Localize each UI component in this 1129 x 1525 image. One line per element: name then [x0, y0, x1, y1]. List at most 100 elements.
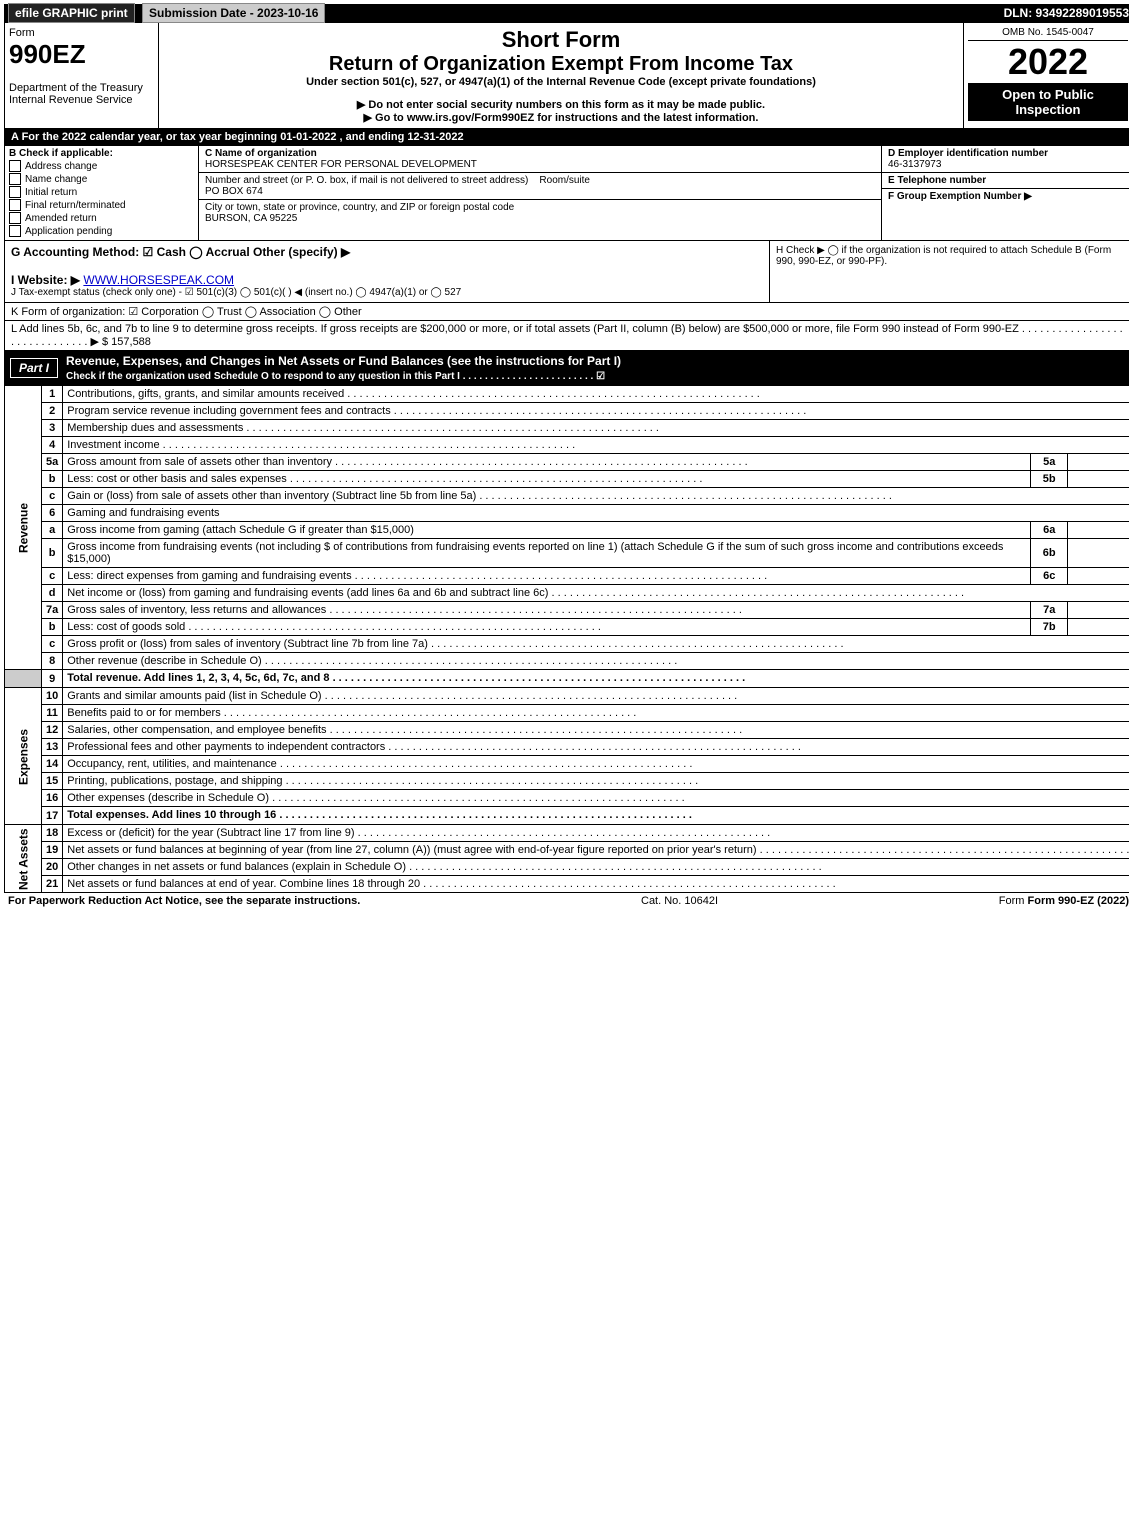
part1-title-box: Revenue, Expenses, and Changes in Net As…	[66, 354, 621, 382]
group-exempt-row: F Group Exemption Number ▶	[882, 189, 1129, 204]
netassets-label: Net Assets	[5, 825, 42, 893]
expenses-label: Expenses	[5, 688, 42, 825]
cb-final-return[interactable]: Final return/terminated	[9, 199, 194, 211]
line-6d: d Net income or (loss) from gaming and f…	[5, 585, 1129, 602]
line-2: 2 Program service revenue including gove…	[5, 403, 1129, 420]
top-bar-left: efile GRAPHIC print Submission Date - 20…	[8, 6, 329, 20]
top-bar: efile GRAPHIC print Submission Date - 20…	[4, 4, 1129, 22]
ein-label: D Employer identification number	[888, 148, 1048, 159]
title-return: Return of Organization Exempt From Incom…	[163, 53, 959, 76]
ein-row: D Employer identification number 46-3137…	[882, 146, 1129, 173]
omb-number: OMB No. 1545-0047	[968, 27, 1128, 41]
cb-name-change[interactable]: Name change	[9, 173, 194, 185]
cb-initial-return[interactable]: Initial return	[9, 186, 194, 198]
line-6: 6 Gaming and fundraising events	[5, 505, 1129, 522]
lines-table: Revenue 1 Contributions, gifts, grants, …	[4, 385, 1129, 893]
line-19: 19 Net assets or fund balances at beginn…	[5, 842, 1129, 859]
efile-button[interactable]: efile GRAPHIC print	[8, 3, 135, 23]
right-header-box: OMB No. 1545-0047 2022 Open to Public In…	[963, 23, 1129, 128]
line-17: 17 Total expenses. Add lines 10 through …	[5, 807, 1129, 825]
section-bcdef: B Check if applicable: Address change Na…	[4, 146, 1129, 241]
footer-mid: Cat. No. 10642I	[641, 895, 718, 907]
line-3: 3 Membership dues and assessments 3	[5, 420, 1129, 437]
part1-header: Part I Revenue, Expenses, and Changes in…	[4, 351, 1129, 385]
form-word: Form	[9, 27, 154, 39]
city-row: City or town, state or province, country…	[199, 200, 881, 226]
submission-date: Submission Date - 2023-10-16	[142, 3, 325, 23]
section-b: B Check if applicable: Address change Na…	[5, 146, 199, 240]
line-20: 20 Other changes in net assets or fund b…	[5, 859, 1129, 876]
subtitle-code: Under section 501(c), 527, or 4947(a)(1)…	[163, 76, 959, 88]
goto-link[interactable]: ▶ Go to www.irs.gov/Form990EZ for instru…	[163, 111, 959, 124]
line-15: 15 Printing, publications, postage, and …	[5, 773, 1129, 790]
section-a: A For the 2022 calendar year, or tax yea…	[4, 129, 1129, 146]
city-value: BURSON, CA 95225	[205, 213, 297, 224]
website-link[interactable]: WWW.HORSESPEAK.COM	[83, 273, 234, 287]
line-11: 11 Benefits paid to or for members 11	[5, 705, 1129, 722]
footer-left: For Paperwork Reduction Act Notice, see …	[8, 895, 360, 907]
phone-label: E Telephone number	[888, 175, 986, 186]
line-4: 4 Investment income 4 2	[5, 437, 1129, 454]
phone-row: E Telephone number	[882, 173, 1129, 189]
line-14: 14 Occupancy, rent, utilities, and maint…	[5, 756, 1129, 773]
cb-amended-return[interactable]: Amended return	[9, 212, 194, 224]
section-h: H Check ▶ ◯ if the organization is not r…	[770, 241, 1129, 302]
line-8: 8 Other revenue (describe in Schedule O)…	[5, 653, 1129, 670]
footer-right: Form Form 990-EZ (2022)	[999, 895, 1129, 907]
line-5a: 5a Gross amount from sale of assets othe…	[5, 454, 1129, 471]
part1-check-note: Check if the organization used Schedule …	[66, 371, 605, 382]
form-number: 990EZ	[9, 39, 154, 70]
section-b-label: B Check if applicable:	[9, 148, 194, 159]
line-5b: b Less: cost or other basis and sales ex…	[5, 471, 1129, 488]
section-i: I Website: ▶ WWW.HORSESPEAK.COM	[11, 273, 763, 287]
ein-value: 46-3137973	[888, 159, 941, 170]
line-1: Revenue 1 Contributions, gifts, grants, …	[5, 386, 1129, 403]
section-g: G Accounting Method: ☑ Cash ◯ Accrual Ot…	[5, 241, 770, 302]
section-def: D Employer identification number 46-3137…	[881, 146, 1129, 240]
section-l-text: L Add lines 5b, 6c, and 7b to line 9 to …	[11, 323, 1123, 348]
cb-address-change[interactable]: Address change	[9, 160, 194, 172]
org-name-row: C Name of organization HORSESPEAK CENTER…	[199, 146, 881, 173]
street-value: PO BOX 674	[205, 186, 263, 197]
footer-row: For Paperwork Reduction Act Notice, see …	[4, 893, 1129, 909]
form-id-box: Form 990EZ Department of the Treasury In…	[5, 23, 159, 128]
line-6c: c Less: direct expenses from gaming and …	[5, 568, 1129, 585]
title-box: Short Form Return of Organization Exempt…	[159, 23, 963, 128]
section-j: J Tax-exempt status (check only one) - ☑…	[11, 287, 763, 298]
inspection-box: Open to Public Inspection	[968, 83, 1128, 121]
line-18: Net Assets 18 Excess or (deficit) for th…	[5, 825, 1129, 842]
line-12: 12 Salaries, other compensation, and emp…	[5, 722, 1129, 739]
line-7a: 7a Gross sales of inventory, less return…	[5, 602, 1129, 619]
group-exempt-label: F Group Exemption Number ▶	[888, 191, 1032, 202]
line-16: 16 Other expenses (describe in Schedule …	[5, 790, 1129, 807]
line-6b: b Gross income from fundraising events (…	[5, 539, 1129, 568]
street-row: Number and street (or P. O. box, if mail…	[199, 173, 881, 200]
warning-text: ▶ Do not enter social security numbers o…	[163, 98, 959, 111]
line-13: 13 Professional fees and other payments …	[5, 739, 1129, 756]
section-l: L Add lines 5b, 6c, and 7b to line 9 to …	[4, 321, 1129, 351]
org-name-value: HORSESPEAK CENTER FOR PERSONAL DEVELOPME…	[205, 159, 477, 170]
section-gh: G Accounting Method: ☑ Cash ◯ Accrual Ot…	[4, 241, 1129, 303]
tax-year: 2022	[968, 41, 1128, 83]
part1-label: Part I	[10, 358, 58, 378]
revenue-label: Revenue	[5, 386, 42, 670]
city-label: City or town, state or province, country…	[205, 202, 514, 213]
room-label: Room/suite	[539, 175, 590, 186]
dept-label: Department of the Treasury Internal Reve…	[9, 82, 154, 106]
line-9: 9 Total revenue. Add lines 1, 2, 3, 4, 5…	[5, 670, 1129, 688]
line-7b: b Less: cost of goods sold 7b	[5, 619, 1129, 636]
website-label: I Website: ▶	[11, 273, 80, 287]
line-21: 21 Net assets or fund balances at end of…	[5, 876, 1129, 893]
section-k: K Form of organization: ☑ Corporation ◯ …	[4, 303, 1129, 321]
section-l-value: 157,588	[111, 336, 151, 348]
section-c: C Name of organization HORSESPEAK CENTER…	[199, 146, 881, 240]
street-label: Number and street (or P. O. box, if mail…	[205, 175, 528, 186]
line-6a: a Gross income from gaming (attach Sched…	[5, 522, 1129, 539]
title-short-form: Short Form	[163, 27, 959, 53]
dln-label: DLN: 93492289019553	[1004, 6, 1129, 20]
part1-title: Revenue, Expenses, and Changes in Net As…	[66, 354, 621, 368]
line-5c: c Gain or (loss) from sale of assets oth…	[5, 488, 1129, 505]
org-name-label: C Name of organization	[205, 148, 317, 159]
line-7c: c Gross profit or (loss) from sales of i…	[5, 636, 1129, 653]
cb-application-pending[interactable]: Application pending	[9, 225, 194, 237]
